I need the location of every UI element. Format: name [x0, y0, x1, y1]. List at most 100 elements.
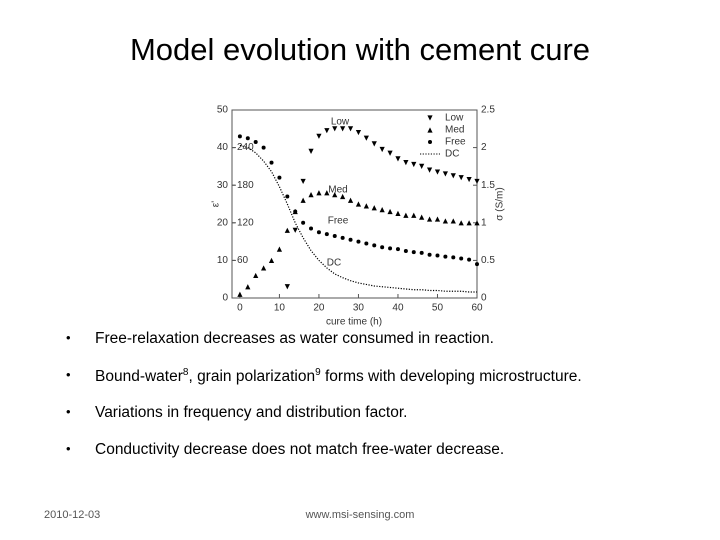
point: [371, 205, 377, 211]
point: [419, 163, 425, 169]
point: [268, 257, 275, 263]
y2-tick-label: 1: [481, 217, 487, 228]
bullet-text: Bound-water: [95, 368, 183, 386]
x-tick-label: 40: [392, 303, 404, 314]
point: [269, 160, 274, 165]
point: [285, 194, 290, 199]
curve-annotation: Med: [328, 185, 347, 196]
legend-label: Med: [445, 125, 464, 136]
bullet-list: Free-relaxation decreases as water consu…: [62, 330, 582, 478]
point: [372, 243, 377, 248]
y3-tick-label: 240: [237, 142, 254, 153]
legend-swatch: [427, 115, 433, 121]
point: [340, 126, 346, 132]
x-tick-label: 50: [432, 303, 444, 314]
point: [300, 197, 306, 203]
bullet-text: Free-relaxation decreases as water consu…: [95, 330, 494, 347]
point: [427, 252, 432, 257]
point: [395, 210, 401, 216]
point: [348, 237, 353, 242]
legend-label: Low: [445, 113, 464, 124]
bullet-text: Variations in frequency and distribution…: [95, 404, 408, 421]
legend-swatch: [427, 127, 433, 133]
bullet: Free-relaxation decreases as water consu…: [62, 330, 582, 367]
point: [261, 145, 266, 150]
point: [293, 209, 298, 214]
superscript: 8: [182, 367, 189, 378]
point: [458, 220, 464, 226]
point: [363, 135, 369, 141]
y2-tick-label: 2.5: [481, 105, 495, 116]
slide-title: Model evolution with cement cure: [129, 32, 591, 67]
point: [474, 178, 480, 185]
point: [435, 253, 440, 258]
curve-annotation: DC: [327, 258, 341, 269]
point: [324, 232, 329, 237]
y-axis-label: ε': [211, 201, 222, 207]
legend-label: Free: [445, 137, 466, 148]
point: [292, 227, 298, 233]
point: [261, 265, 267, 271]
point: [308, 148, 314, 154]
point: [466, 176, 472, 183]
point: [403, 212, 409, 218]
point: [363, 203, 369, 209]
point: [324, 190, 330, 196]
point: [403, 160, 409, 166]
y2-tick-label: 2: [481, 142, 487, 153]
point: [379, 207, 385, 213]
point: [426, 167, 433, 173]
point: [356, 239, 361, 244]
point: [324, 128, 330, 134]
point: [450, 218, 456, 224]
bullet-text: Conductivity decrease does not match fre…: [95, 441, 505, 458]
x-tick-label: 10: [274, 303, 286, 314]
point: [474, 220, 480, 226]
y-tick-label: 0: [222, 293, 228, 304]
point: [475, 262, 479, 267]
point: [364, 241, 369, 246]
y2-tick-label: 0.5: [481, 255, 495, 266]
y-tick-label: 50: [217, 105, 229, 116]
point: [411, 161, 417, 168]
point: [395, 247, 400, 252]
point: [403, 249, 408, 253]
point: [340, 235, 345, 240]
chart: 0 10 20 30 40 50 600102030405000.511.522.56012…: [211, 105, 506, 328]
y3-tick-label: 60: [237, 255, 249, 266]
point: [300, 178, 306, 185]
point: [426, 216, 433, 222]
point: [237, 134, 242, 139]
point: [237, 291, 243, 297]
y2-axis-label: σ (S/m): [495, 187, 506, 220]
point: [355, 129, 362, 136]
point: [309, 226, 314, 231]
point: [308, 192, 314, 198]
point: [332, 192, 338, 198]
point: [332, 126, 338, 132]
x-tick-label: 60: [471, 303, 483, 314]
bullet: Bound-water8, grain polarization9 forms …: [62, 367, 582, 404]
y-tick-label: 20: [217, 217, 229, 228]
point: [443, 254, 448, 259]
point: [459, 256, 464, 261]
y-tick-label: 40: [217, 142, 229, 153]
point: [355, 201, 362, 207]
point: [411, 250, 416, 255]
x-tick-label: 20: [313, 303, 325, 314]
y2-tick-label: 1.5: [481, 180, 495, 191]
footer-date: 2010-12-03: [44, 509, 101, 521]
point: [419, 250, 424, 255]
bullet-text: forms with developing microstructure.: [320, 368, 582, 386]
point: [434, 169, 441, 175]
point: [371, 141, 377, 147]
y-tick-label: 10: [217, 255, 229, 266]
legend-swatch: [428, 140, 432, 144]
point: [379, 146, 385, 153]
bullet: Variations in frequency and distribution…: [62, 404, 582, 441]
point: [466, 220, 472, 226]
y-tick-label: 30: [217, 180, 229, 191]
point: [387, 208, 393, 215]
point: [411, 212, 417, 218]
point: [442, 218, 448, 224]
